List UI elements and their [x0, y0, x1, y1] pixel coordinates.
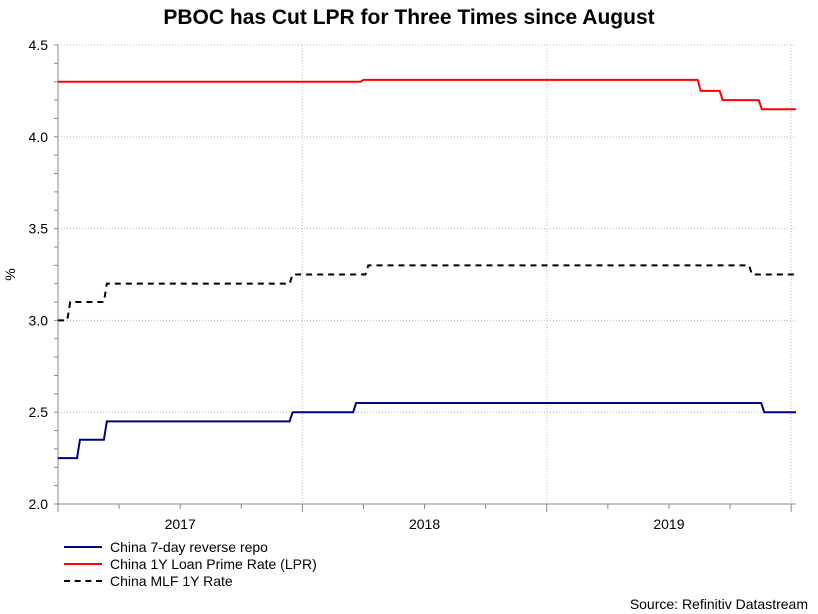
- y-axis-label: %: [2, 268, 18, 280]
- y-tick-label: 3.0: [29, 312, 49, 328]
- y-tick-label: 4.0: [29, 129, 49, 145]
- series-line-0: [58, 402, 796, 460]
- legend-swatch: [64, 579, 102, 582]
- legend-item-reverse-repo: China 7-day reverse repo: [64, 538, 317, 555]
- x-tick-label: 2018: [409, 516, 440, 532]
- legend-label: China 1Y Loan Prime Rate (LPR): [110, 555, 317, 572]
- legend-label: China 7-day reverse repo: [110, 538, 268, 555]
- series-line-2: [58, 264, 796, 322]
- y-tick-label: 2.0: [29, 496, 49, 512]
- legend-label: China MLF 1Y Rate: [110, 572, 233, 589]
- series-line-1: [58, 78, 796, 111]
- source-note: Source: Refinitiv Datastream: [629, 596, 808, 612]
- chart-title: PBOC has Cut LPR for Three Times since A…: [163, 6, 655, 29]
- y-tick-label: 2.5: [29, 404, 49, 420]
- y-tick-label: 3.5: [29, 221, 49, 237]
- legend: China 7-day reverse repo China 1Y Loan P…: [64, 538, 317, 589]
- x-tick-label: 2019: [653, 516, 684, 532]
- legend-swatch: [64, 562, 102, 565]
- legend-item-mlf: China MLF 1Y Rate: [64, 572, 317, 589]
- legend-item-lpr: China 1Y Loan Prime Rate (LPR): [64, 555, 317, 572]
- y-tick-label: 4.5: [29, 37, 49, 53]
- x-tick-label: 2017: [165, 516, 196, 532]
- legend-swatch: [64, 545, 102, 548]
